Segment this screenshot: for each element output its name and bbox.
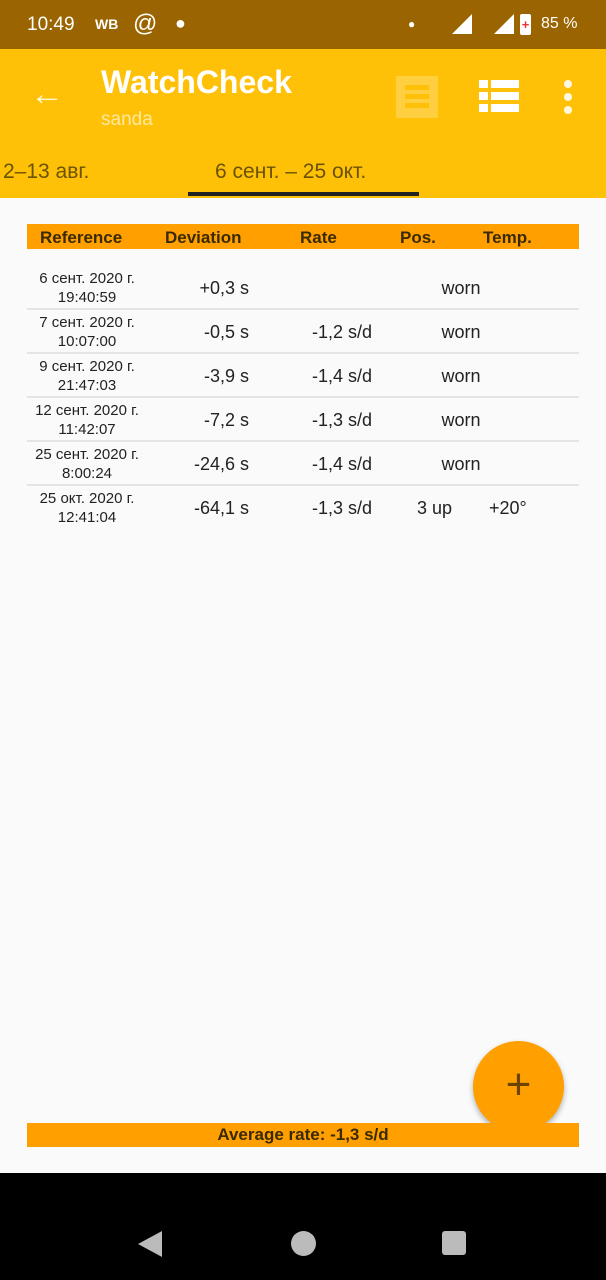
position-value: worn [441, 366, 481, 386]
email-notification-icon: @ [133, 10, 158, 37]
tab-indicator [188, 192, 419, 196]
reference-datetime: 6 сент. 2020 г. 19:40:59 [27, 269, 147, 307]
average-rate: Average rate: -1,3 s/d [27, 1123, 579, 1147]
reference-datetime: 25 окт. 2020 г. 12:41:04 [27, 489, 147, 527]
table-row[interactable]: 9 сент. 2020 г. 21:47:03 -3,9 s -1,4 s/d … [27, 354, 579, 398]
reference-datetime: 25 сент. 2020 г. 8:00:24 [27, 445, 147, 483]
nav-home-icon[interactable] [291, 1231, 316, 1256]
navigation-bar [0, 1173, 606, 1280]
reference-date: 12 сент. 2020 г. [35, 402, 139, 419]
rate-value: -1,3 s/d [311, 498, 372, 518]
app-bar: ← WatchCheck sanda [0, 49, 606, 143]
signal-icon [452, 14, 472, 34]
tab-period-1[interactable]: 2–13 авг. [3, 160, 90, 183]
reference-time: 19:40:59 [57, 289, 117, 306]
deviation-value: -24,6 s [193, 454, 249, 474]
table-row[interactable]: 7 сент. 2020 г. 10:07:00 -0,5 s -1,2 s/d … [27, 310, 579, 354]
position-value: worn [441, 278, 481, 298]
header-rate: Rate [300, 228, 337, 247]
reference-date: 25 окт. 2020 г. [39, 490, 135, 507]
rate-value: -1,2 s/d [311, 322, 372, 342]
plus-icon: + [505, 1060, 532, 1109]
watch-name: sanda [101, 109, 153, 130]
nav-back-icon[interactable] [138, 1231, 162, 1257]
status-bar: 10:49 WB @ ● ● + 85 % [0, 0, 606, 49]
deviation-value: +0,3 s [199, 278, 249, 298]
notification-dot-icon: ● [408, 17, 416, 31]
reference-time: 21:47:03 [57, 377, 117, 394]
reference-datetime: 12 сент. 2020 г. 11:42:07 [27, 401, 147, 439]
nav-recents-icon[interactable] [442, 1231, 466, 1255]
list-view-icon[interactable] [479, 80, 519, 112]
reference-datetime: 9 сент. 2020 г. 21:47:03 [27, 357, 147, 395]
notification-dot-icon: ● [175, 13, 186, 33]
carrier-label: WB [95, 16, 119, 32]
table-row[interactable]: 25 сент. 2020 г. 8:00:24 -24,6 s -1,4 s/d… [27, 442, 579, 486]
table-row[interactable]: 25 окт. 2020 г. 12:41:04 -64,1 s -1,3 s/d… [27, 486, 579, 530]
reference-date: 7 сент. 2020 г. [39, 314, 135, 331]
header-deviation: Deviation [165, 228, 242, 247]
position-value: worn [441, 410, 481, 430]
more-options-icon[interactable] [560, 80, 576, 114]
deviation-value: -3,9 s [203, 366, 249, 386]
rate-value: -1,4 s/d [311, 454, 372, 474]
position-value: worn [441, 322, 481, 342]
back-arrow-icon[interactable]: ← [30, 75, 64, 113]
reference-time: 10:07:00 [57, 333, 117, 350]
position-value: worn [441, 454, 481, 474]
status-time: 10:49 [27, 14, 75, 35]
add-measurement-button[interactable]: + [473, 1041, 564, 1132]
reference-time: 8:00:24 [61, 465, 113, 482]
rate-value: -1,3 s/d [311, 410, 372, 430]
header-pos: Pos. [400, 228, 436, 247]
battery-percent: 85 % [541, 15, 578, 32]
deviation-value: -64,1 s [193, 498, 249, 518]
table-row[interactable]: 6 сент. 2020 г. 19:40:59 +0,3 s worn [27, 266, 579, 310]
temperature-value: +20° [489, 498, 527, 518]
battery-icon: + [520, 14, 531, 35]
app-title: WatchCheck [101, 64, 292, 100]
table-row[interactable]: 12 сент. 2020 г. 11:42:07 -7,2 s -1,3 s/d… [27, 398, 579, 442]
header-reference: Reference [40, 228, 123, 247]
table-header: Reference Deviation Rate Pos. Temp. [27, 224, 579, 249]
reference-time: 11:42:07 [58, 421, 116, 438]
position-value: 3 up [417, 498, 453, 518]
signal-icon [494, 14, 514, 34]
reference-date: 6 сент. 2020 г. [39, 270, 135, 287]
period-tabs: 2–13 авг. 6 сент. – 25 окт. [0, 143, 606, 198]
reference-date: 25 сент. 2020 г. [35, 446, 139, 463]
receipt-icon[interactable] [396, 76, 438, 118]
deviation-value: -0,5 s [203, 322, 249, 342]
header-temp: Temp. [483, 228, 532, 247]
tab-period-2[interactable]: 6 сент. – 25 окт. [215, 160, 367, 183]
rate-value: -1,4 s/d [311, 366, 372, 386]
deviation-value: -7,2 s [203, 410, 249, 430]
reference-time: 12:41:04 [57, 509, 117, 526]
reference-datetime: 7 сент. 2020 г. 10:07:00 [27, 313, 147, 351]
reference-date: 9 сент. 2020 г. [39, 358, 135, 375]
